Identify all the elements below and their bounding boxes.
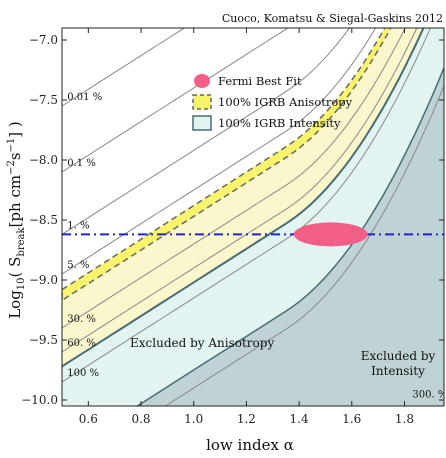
x-tick-label: 1.2 [237, 412, 256, 426]
contour-label: 30. % [67, 314, 96, 325]
fermi-best-fit-ellipse [293, 222, 368, 247]
contour-line [62, 28, 406, 329]
y-tick-label: −7.5 [29, 93, 58, 107]
x-tick-label: 1.4 [290, 412, 309, 426]
contour-line [62, 28, 418, 353]
contour-labels: 0.01 % 0.1 % 1. % 5. % 30. % 60. % 100 % 300. % [67, 92, 446, 401]
anisotropy-region-label: Excluded by Anisotropy [130, 336, 274, 350]
contour-line [62, 28, 351, 235]
contour-line [62, 28, 377, 275]
legend: Fermi Best Fit 100% IGRB Anisotropy 100% I… [192, 74, 353, 131]
contour-line [62, 28, 186, 107]
y-tick-label: −8.5 [29, 213, 58, 227]
y-tick-label: −7.0 [29, 33, 58, 47]
contour-label: 5. % [67, 260, 89, 271]
contour-line [62, 28, 431, 383]
anisotropy-band [62, 28, 392, 302]
x-tick-label: 0.6 [79, 412, 98, 426]
intensity-region-label-2: Intensity [371, 364, 425, 378]
y-tick-label: −9.0 [29, 273, 58, 287]
y-tick-label: −9.5 [29, 333, 58, 347]
y-axis-title: Log10( Sbreak[ph cm−2s−1] ) [6, 121, 27, 319]
x-tick-label: 1.8 [395, 412, 414, 426]
contour-label: 0.1 % [67, 158, 96, 169]
y-tick-label: −8.0 [29, 153, 58, 167]
legend-label: 100% IGRB Intensity [218, 116, 341, 130]
plot-frame [61, 27, 445, 407]
legend-marker-anisotropy [192, 94, 212, 110]
contour-label: 60. % [67, 338, 96, 349]
x-axis-title: low index α [206, 436, 294, 454]
contour-label: 1. % [67, 220, 89, 231]
contour-label: 0.01 % [67, 92, 102, 103]
legend-label: Fermi Best Fit [218, 74, 302, 88]
contour-lines [62, 28, 444, 406]
contour-label: 100 % [67, 368, 99, 379]
legend-marker-intensity [192, 115, 212, 131]
y-axis-ticks: −7.0 −7.5 −8.0 −8.5 −9.0 −9.5 −10.0 [21, 33, 444, 407]
legend-label: 100% IGRB Anisotropy [218, 95, 353, 109]
x-axis-ticks: 0.6 0.8 1.0 1.2 1.4 1.6 1.8 [79, 28, 414, 426]
contour-line [62, 28, 289, 173]
chart-credit: Cuoco, Komatsu & Siegal-Gaskins 2012 [222, 12, 443, 25]
legend-marker-fermi [194, 74, 210, 88]
x-tick-label: 1.6 [342, 412, 361, 426]
contour-line [164, 84, 444, 406]
x-tick-label: 1.0 [184, 412, 203, 426]
intensity-region-label-1: Excluded by [361, 349, 436, 363]
y-tick-label: −10.0 [21, 393, 58, 407]
intensity-dark-region [135, 65, 444, 406]
plot-area: 0.01 % 0.1 % 1. % 5. % 30. % 60. % 100 % 300. % [62, 28, 446, 406]
x-tick-label: 0.8 [131, 412, 150, 426]
contour-label: 300. % [412, 390, 446, 401]
